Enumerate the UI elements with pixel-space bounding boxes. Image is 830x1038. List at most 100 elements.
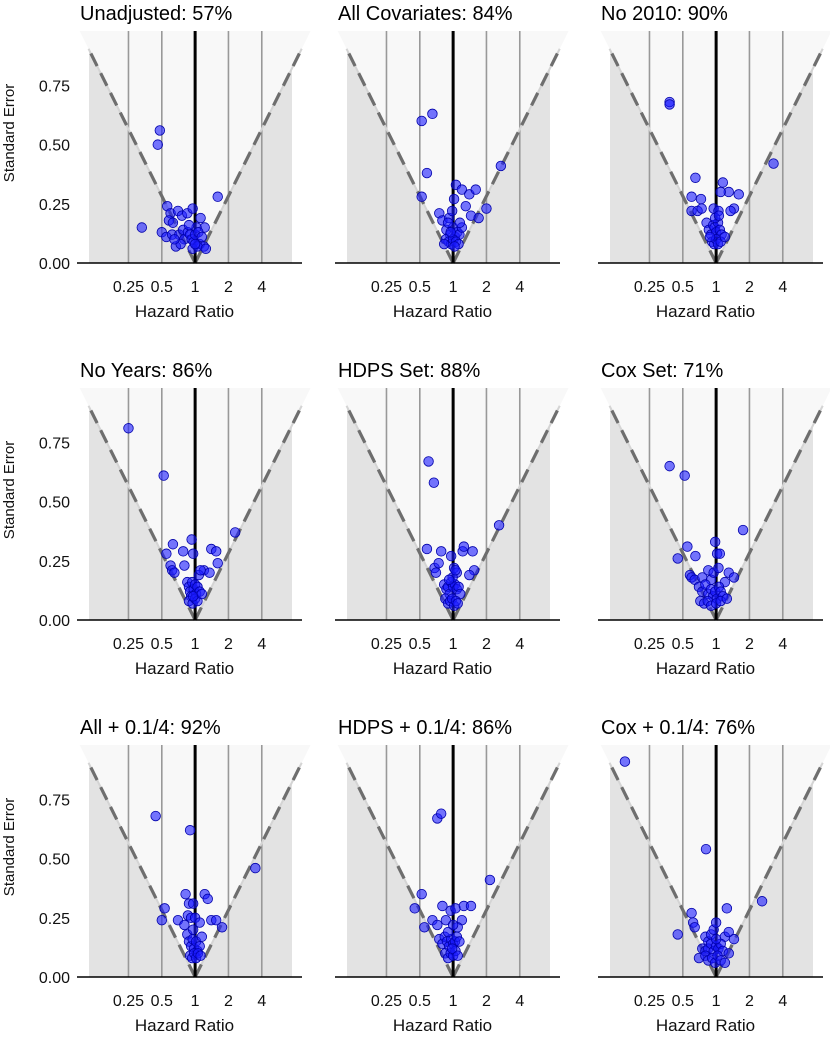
funnel-boundary-left: [87, 762, 197, 978]
data-point: [470, 184, 481, 195]
x-tick-label: 0.25: [634, 993, 665, 1010]
data-point: [189, 238, 201, 250]
x-tick-label: 0.25: [113, 636, 144, 653]
funnel-boundary-left: [345, 48, 455, 264]
y-axis-title: Standard Error: [1, 84, 18, 182]
data-point: [150, 810, 161, 822]
panel-title: Cox Set: 71%: [601, 360, 724, 382]
data-point: [196, 588, 208, 600]
x-tick-label: 1: [449, 636, 458, 653]
x-axis-title: Hazard Ratio: [135, 1016, 234, 1035]
funnel-boundary-right: [714, 762, 825, 978]
data-point: [158, 470, 169, 481]
data-point: [756, 896, 768, 907]
x-tick-label: 4: [257, 636, 266, 653]
data-point: [423, 456, 434, 467]
funnel-boundary-left: [87, 405, 197, 621]
data-point: [690, 550, 701, 562]
data-point: [686, 191, 697, 202]
y-tick-label: 0.50: [39, 495, 70, 512]
data-point: [187, 591, 199, 602]
x-tick-label: 2: [745, 279, 754, 296]
panel-title: All + 0.1/4: 92%: [80, 717, 221, 739]
data-point: [768, 158, 779, 169]
y-tick-label: 0.50: [39, 852, 70, 869]
data-point: [664, 460, 675, 472]
data-point: [196, 931, 208, 942]
data-point: [186, 534, 197, 545]
x-axis-title: Hazard Ratio: [656, 302, 755, 321]
x-tick-label: 0.5: [151, 279, 173, 296]
data-point: [446, 205, 458, 217]
data-point: [700, 843, 712, 855]
data-point: [696, 203, 707, 214]
data-point: [713, 562, 724, 574]
x-axis-title: Hazard Ratio: [393, 1016, 492, 1035]
data-point: [464, 569, 475, 581]
data-point: [416, 191, 427, 202]
data-point: [167, 539, 179, 550]
funnel-boundary-right: [714, 405, 825, 621]
data-point: [167, 217, 179, 228]
panel-title: No 2010: 90%: [601, 3, 728, 25]
x-tick-label: 0.5: [151, 993, 173, 1010]
panel-title: Cox + 0.1/4: 76%: [601, 717, 755, 739]
x-tick-label: 0.5: [672, 993, 694, 1010]
data-point: [437, 900, 448, 912]
x-tick-label: 0.5: [409, 279, 431, 296]
funnel-boundary-left: [87, 48, 197, 264]
x-tick-label: 0.5: [409, 993, 431, 1010]
funnel-boundary-right: [193, 48, 304, 264]
data-point: [416, 115, 427, 127]
data-point: [467, 546, 478, 557]
data-point: [719, 231, 731, 243]
panel-title: No Years: 86%: [80, 360, 213, 382]
panel-title: HDPS + 0.1/4: 86%: [338, 717, 512, 739]
data-point: [723, 948, 734, 959]
data-point: [183, 219, 195, 231]
panel-8: HDPS + 0.1/4: 86% 0.25 0.5 1 2 4 Hazard Ratio: [335, 717, 569, 1035]
x-tick-label: 0.25: [113, 279, 144, 296]
data-point: [447, 919, 459, 931]
funnel-boundary-right: [451, 762, 562, 978]
data-point: [187, 203, 198, 214]
data-point: [682, 541, 693, 552]
panel-5: HDPS Set: 88% 0.25 0.5 1 2 4 Hazard Ratio: [335, 360, 569, 678]
data-point: [195, 565, 206, 576]
x-axis-title: Hazard Ratio: [135, 302, 234, 321]
data-point: [695, 193, 707, 205]
data-point: [710, 917, 722, 928]
data-point: [717, 177, 729, 188]
data-point: [460, 200, 471, 212]
x-tick-label: 0.5: [409, 636, 431, 653]
funnel-boundary-right: [451, 405, 562, 621]
panel-3: No 2010: 90% 0.25 0.5 1 2 4 Hazard Ratio: [598, 3, 830, 321]
data-point: [187, 924, 199, 935]
panel-4: No Years: 86% 0.25 0.5 1 2 4 Hazard Ratio 0.00 0…: [1, 360, 311, 678]
data-point: [195, 212, 206, 224]
data-point: [454, 936, 465, 947]
data-point: [229, 527, 241, 538]
data-point: [709, 536, 721, 548]
data-point: [493, 520, 505, 531]
data-point: [454, 217, 466, 228]
data-point: [210, 914, 222, 926]
data-point: [449, 241, 460, 252]
data-point: [169, 567, 180, 578]
data-point: [686, 907, 697, 919]
y-tick-label: 0.50: [39, 138, 70, 155]
data-point: [202, 893, 213, 905]
x-tick-label: 1: [449, 279, 458, 296]
x-tick-label: 4: [515, 636, 524, 653]
data-point: [179, 560, 190, 571]
x-tick-label: 2: [482, 279, 491, 296]
panel-9: Cox + 0.1/4: 76% 0.25 0.5 1 2 4 Hazard Ratio: [598, 717, 830, 1035]
x-tick-label: 4: [778, 279, 787, 296]
data-point: [416, 888, 427, 900]
data-point: [187, 898, 199, 909]
data-point: [704, 231, 716, 243]
data-point: [446, 943, 458, 954]
data-point: [733, 189, 744, 200]
data-point: [428, 477, 440, 488]
y-tick-label: 0.00: [39, 256, 70, 273]
